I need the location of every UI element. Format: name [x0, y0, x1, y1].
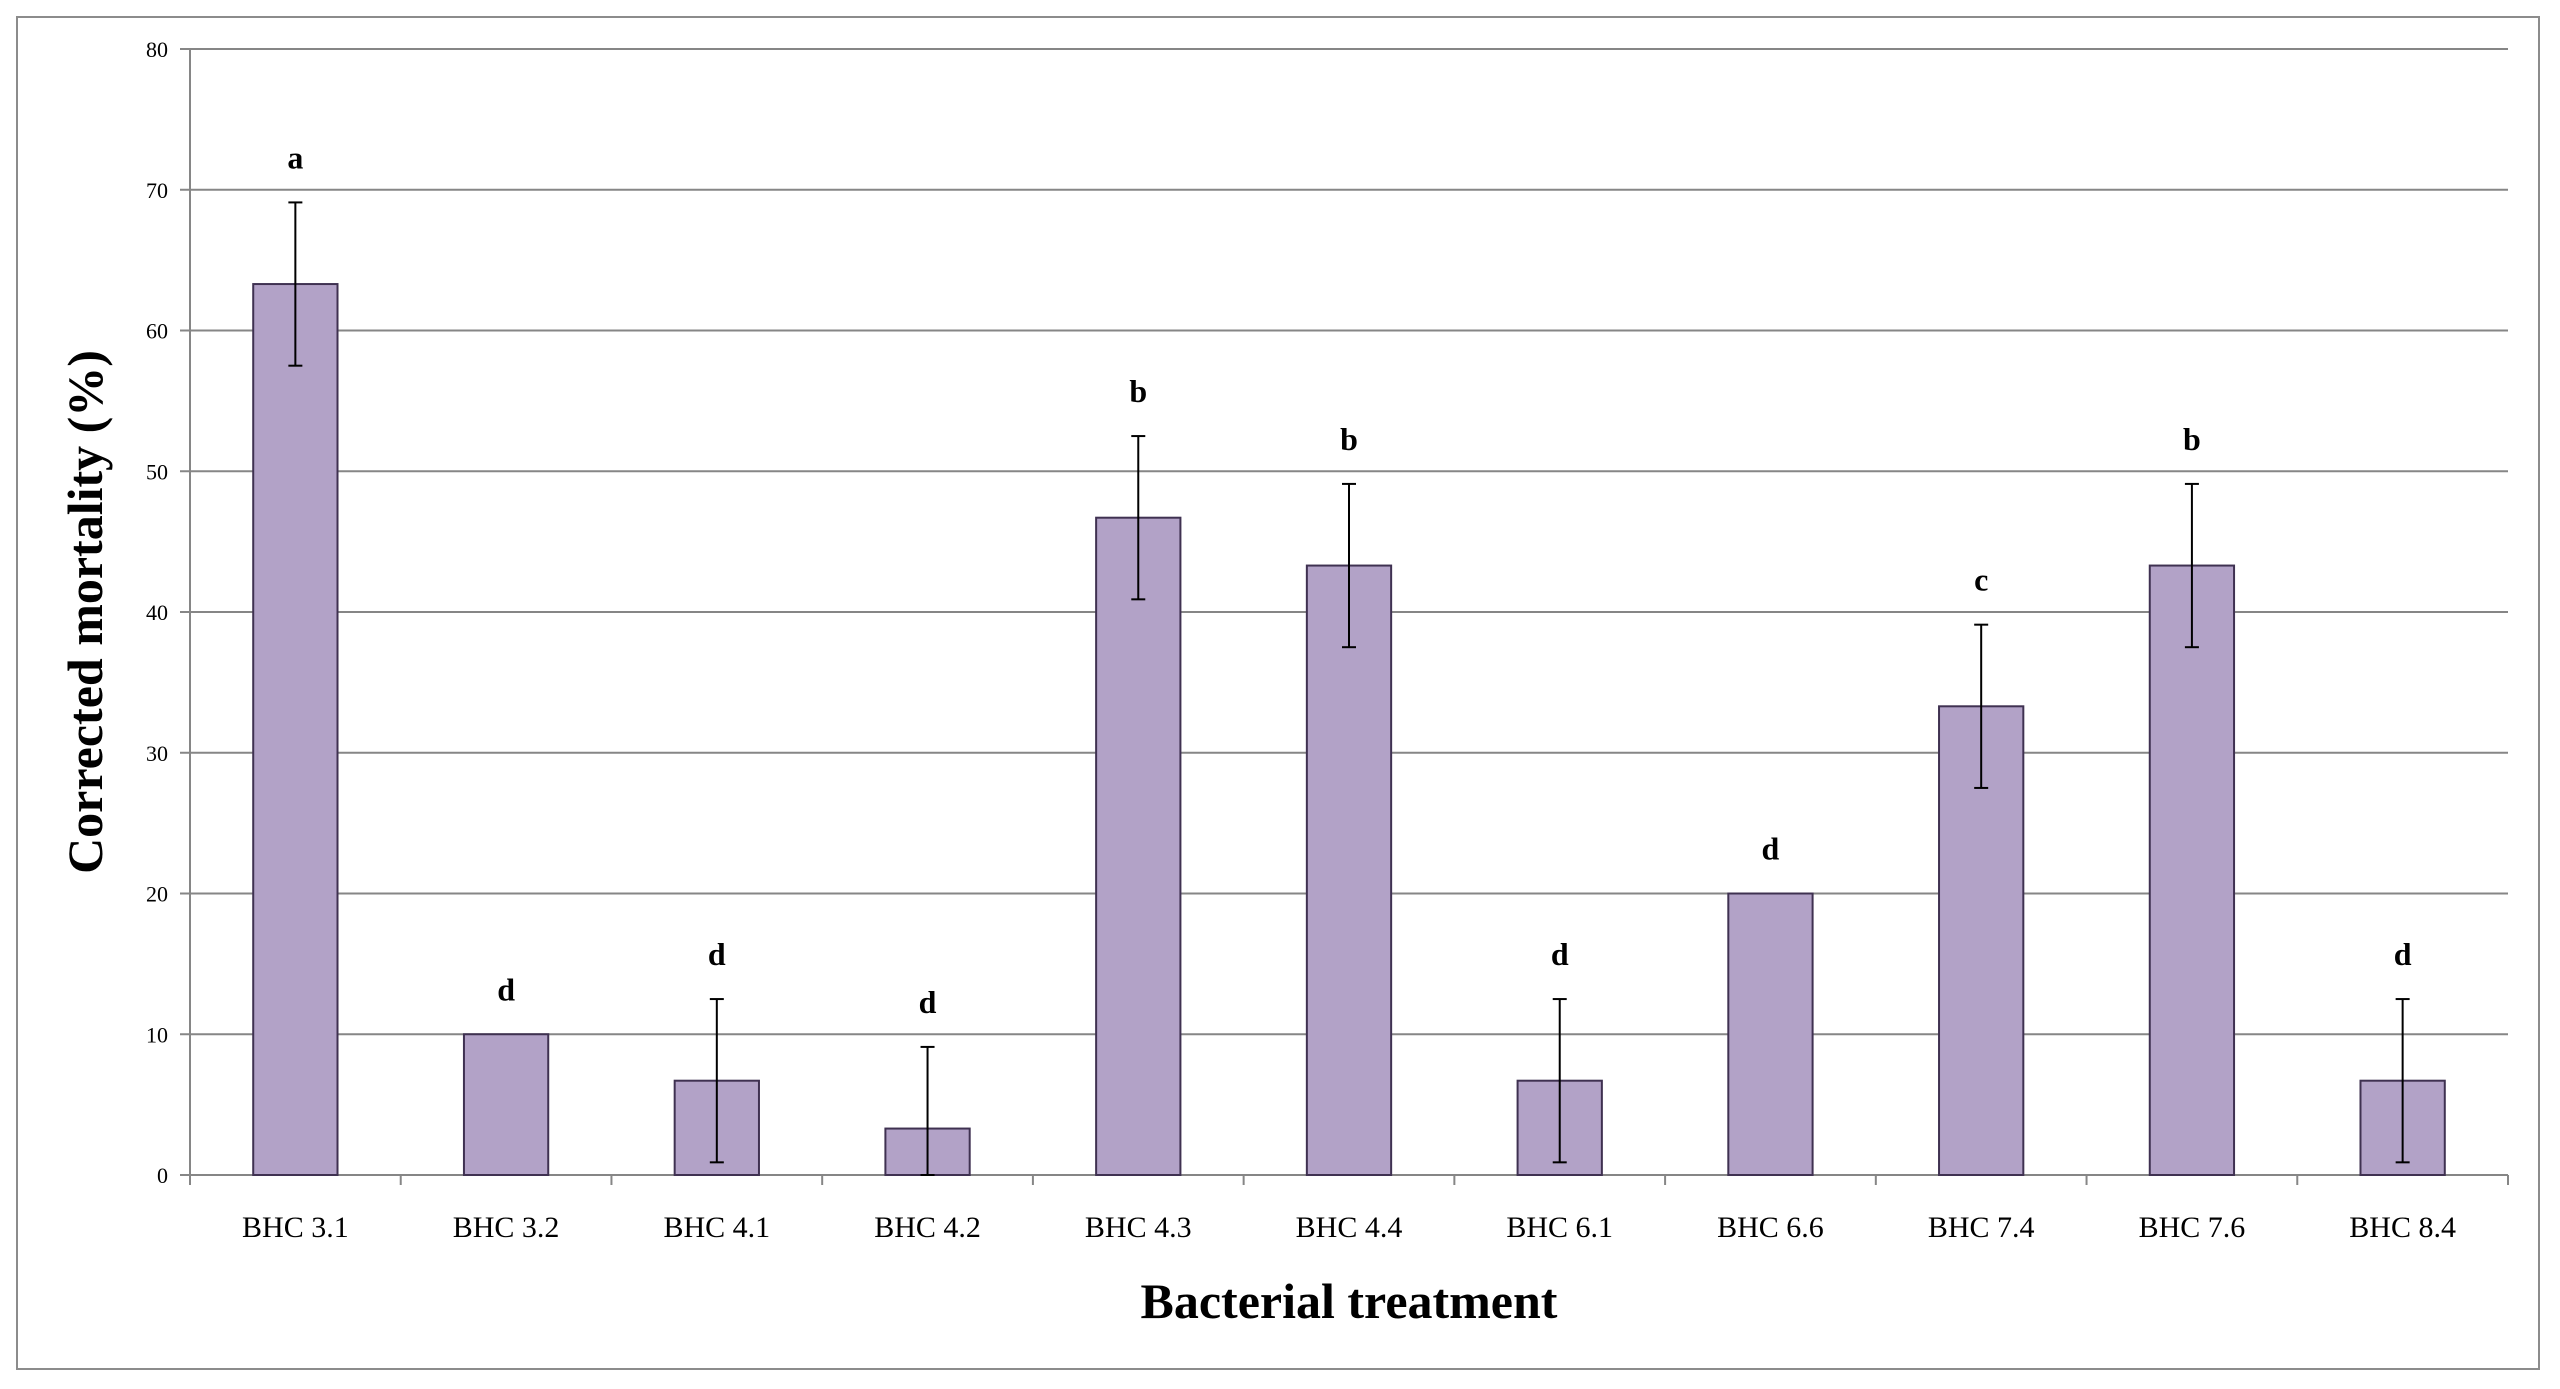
x-tick-label: BHC 8.4 [2349, 1211, 2456, 1244]
bar [2148, 564, 2236, 1176]
bar [252, 283, 339, 1176]
y-tick-label: 60 [146, 319, 168, 344]
bars [252, 201, 2446, 1177]
significance-letter: d [2394, 936, 2412, 972]
significance-letter: c [1974, 562, 1988, 598]
y-tick-label: 30 [146, 741, 168, 766]
significance-letter: b [2183, 421, 2201, 457]
x-tick-label: BHC 3.2 [453, 1211, 560, 1244]
significance-letter: a [287, 139, 303, 175]
bar [1095, 516, 1182, 1176]
x-axis-title: Bacterial treatment [1141, 1273, 1558, 1329]
significance-letter: b [1340, 421, 1358, 457]
x-tick-label: BHC 7.4 [1928, 1211, 2035, 1244]
x-tick-label: BHC 4.3 [1085, 1211, 1192, 1244]
x-tick-label: BHC 4.4 [1296, 1211, 1403, 1244]
significance-letter: b [1129, 373, 1147, 409]
chart-frame [16, 16, 2540, 1370]
significance-letter: d [708, 936, 726, 972]
significance-letter: d [919, 984, 937, 1020]
bar [1727, 892, 1814, 1176]
y-tick-label: 80 [146, 37, 168, 62]
x-tick-label: BHC 6.6 [1717, 1211, 1824, 1244]
gridlines [190, 48, 2508, 1036]
significance-letter: d [497, 971, 515, 1007]
y-tick-label: 40 [146, 600, 168, 625]
y-tick-label: 20 [146, 882, 168, 907]
x-tick-label: BHC 3.1 [242, 1211, 349, 1244]
x-tick-label: BHC 7.6 [2139, 1211, 2246, 1244]
bar [462, 1033, 550, 1176]
y-tick-label: 0 [157, 1163, 168, 1188]
y-tick-label: 70 [146, 178, 168, 203]
labels: 0 10 20 30 40 50 60 70 80 a BHC 3.1 d BHC 3.2 d BHC 4.… [146, 37, 2456, 1244]
y-axis-title: Corrected mortality (%) [57, 350, 113, 874]
bar [1305, 564, 1393, 1176]
x-tick-label: BHC 4.2 [874, 1211, 981, 1244]
significance-letter: d [1551, 936, 1569, 972]
y-tick-label: 50 [146, 459, 168, 484]
y-tick-label: 10 [146, 1022, 168, 1047]
x-tick-label: BHC 6.1 [1506, 1211, 1613, 1244]
x-tick-label: BHC 4.1 [663, 1211, 770, 1244]
significance-letter: d [1762, 831, 1780, 867]
